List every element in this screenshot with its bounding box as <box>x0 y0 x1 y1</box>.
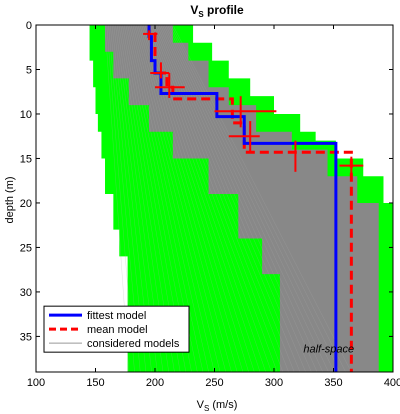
legend-label: mean model <box>87 324 148 336</box>
considered-model-line <box>132 25 221 372</box>
x-tick-label: 200 <box>146 377 164 389</box>
considered-model-line <box>155 25 295 372</box>
considered-model-line <box>160 25 312 372</box>
considered-model-line <box>151 25 284 372</box>
x-axis-label: VS (m/s) <box>197 399 238 413</box>
considered-model-line <box>127 25 204 372</box>
considered-model-line <box>136 25 232 372</box>
legend-label: fittest model <box>87 310 146 322</box>
considered-model-line <box>169 25 341 372</box>
considered-model-line <box>139 25 244 372</box>
considered-models-band <box>105 25 379 372</box>
legend-label: considered models <box>87 338 180 350</box>
considered-model-line <box>141 25 249 372</box>
considered-model-line <box>134 25 227 372</box>
x-tick-label: 250 <box>205 377 223 389</box>
y-axis-label: depth (m) <box>4 176 16 223</box>
fittest-model-line <box>147 25 338 372</box>
y-tick-label: 15 <box>20 153 32 165</box>
considered-model-line <box>157 25 301 372</box>
considered-model-line <box>158 25 306 372</box>
half-space-annotation: half-space <box>303 343 354 355</box>
considered-model-line <box>144 25 261 372</box>
considered-model-line <box>162 25 318 372</box>
considered-model-line <box>150 25 278 372</box>
considered-model-line <box>165 25 329 372</box>
considered-model-line <box>172 25 352 372</box>
y-tick-label: 0 <box>26 20 32 32</box>
y-tick-label: 10 <box>20 109 32 121</box>
y-tick-label: 20 <box>20 198 32 210</box>
x-tick-label: 300 <box>265 377 283 389</box>
x-tick-label: 100 <box>27 377 45 389</box>
x-tick-label: 150 <box>86 377 104 389</box>
y-tick-label: 35 <box>20 331 32 343</box>
chart-title: VS profile <box>190 3 244 19</box>
considered-model-line <box>170 25 346 372</box>
considered-model-line <box>137 25 238 372</box>
y-tick-label: 25 <box>20 242 32 254</box>
y-tick-label: 5 <box>26 64 32 76</box>
considered-model-line <box>163 25 324 372</box>
considered-model-line <box>153 25 289 372</box>
considered-model-line <box>130 25 215 372</box>
x-tick-label: 400 <box>384 377 400 389</box>
legend: fittest model mean model considered models <box>43 305 190 353</box>
considered-model-line <box>167 25 335 372</box>
y-tick-label: 30 <box>20 287 32 299</box>
x-tick-label: 350 <box>324 377 342 389</box>
considered-model-line <box>129 25 209 372</box>
plot-area: 100 150 200 250 300 350 400 0 5 10 15 20 25 30 35 half-… <box>20 20 400 389</box>
